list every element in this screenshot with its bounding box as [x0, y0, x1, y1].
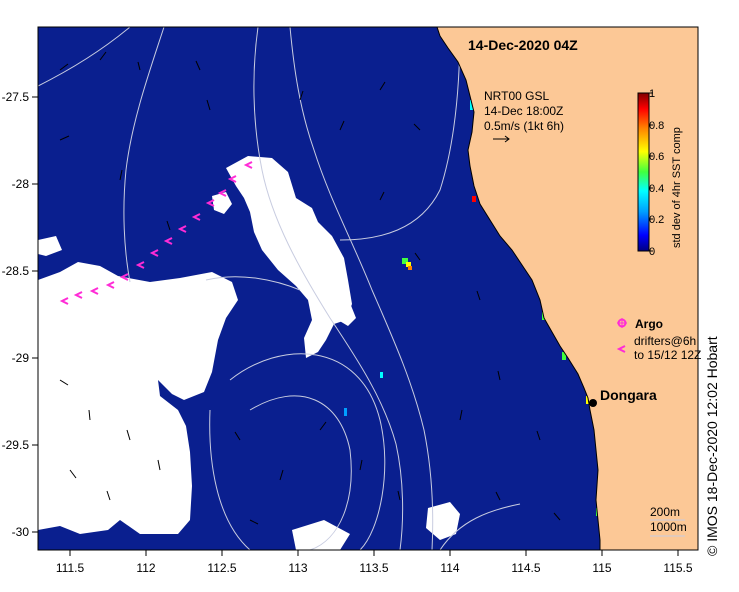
x-tick-label: 113.5	[359, 561, 388, 575]
drifter-legend-line-1: drifters@6h	[634, 334, 696, 348]
x-tick-label: 115.5	[663, 561, 692, 575]
x-tick-label: 114.5	[511, 561, 540, 575]
cloud-mask	[38, 156, 460, 550]
colorbar-ramp	[637, 92, 650, 252]
x-tick-label: 112	[136, 561, 155, 575]
y-axis-labels: -27.5 -28 -28.5 -29 -29.5 -30	[2, 90, 30, 539]
drifter-arrow-icon	[616, 345, 626, 353]
dongara-label: Dongara	[600, 387, 657, 403]
x-tick-label: 111.5	[56, 561, 85, 575]
argo-float-icon	[617, 318, 627, 328]
bathymetry-contours	[38, 27, 521, 550]
current-vectors	[59, 51, 561, 525]
x-axis-labels: 111.5 112 112.5 113 113.5 114 114.5 115 …	[56, 561, 693, 575]
depth-200m-label: 200m	[650, 505, 680, 519]
map-plot-area	[38, 27, 698, 550]
x-tick-label: 114	[440, 561, 459, 575]
x-tick-label: 113	[288, 561, 307, 575]
colorbar-tick: 0.6	[649, 151, 664, 163]
scale-arrow-icon	[493, 135, 510, 143]
product-info: NRT00 GSL 14-Dec 18:00Z 0.5m/s (1kt 6h)	[484, 89, 564, 143]
colorbar-tick: 0.8	[649, 120, 664, 132]
colorbar-tick: 0.4	[649, 183, 664, 195]
colorbar: 0 0.2 0.4 0.6 0.8 1 std dev of 4hr SST c…	[637, 88, 683, 258]
colorbar-tick: 0.2	[649, 214, 664, 226]
depth-1000m-label: 1000m	[650, 520, 687, 534]
colorbar-label: std dev of 4hr SST comp	[671, 127, 683, 248]
x-tick-label: 112.5	[207, 561, 236, 575]
land-mass	[436, 27, 698, 550]
y-tick-label: -28.5	[2, 264, 30, 278]
drifter-track	[59, 161, 253, 305]
argo-legend-label: Argo	[635, 317, 663, 331]
x-tick-label: 115	[592, 561, 611, 575]
y-tick-label: -29.5	[2, 438, 30, 452]
depth-contour-legend: 200m 1000m	[650, 505, 687, 537]
y-tick-label: -27.5	[2, 90, 30, 104]
y-tick-label: -28	[12, 177, 30, 191]
drifter-legend-line-2: to 15/12 12Z	[634, 348, 701, 362]
map-frame	[37, 26, 699, 551]
product-line-3: 0.5m/s (1kt 6h)	[484, 119, 564, 133]
product-line-2: 14-Dec 18:00Z	[484, 104, 563, 118]
dongara-marker-icon	[589, 399, 597, 407]
product-line-1: NRT00 GSL	[484, 89, 549, 103]
map-legend: Argo drifters@6h to 15/12 12Z	[616, 317, 701, 362]
axis-tick-marks	[32, 96, 679, 556]
colorbar-tick: 0	[649, 246, 655, 258]
credit-text: © IMOS 18-Dec-2020 12:02 Hobart	[704, 336, 720, 556]
map-title: 14-Dec-2020 04Z	[468, 37, 578, 53]
y-tick-label: -30	[12, 525, 30, 539]
colorbar-tick: 1	[649, 88, 655, 100]
y-tick-label: -29	[12, 351, 30, 365]
